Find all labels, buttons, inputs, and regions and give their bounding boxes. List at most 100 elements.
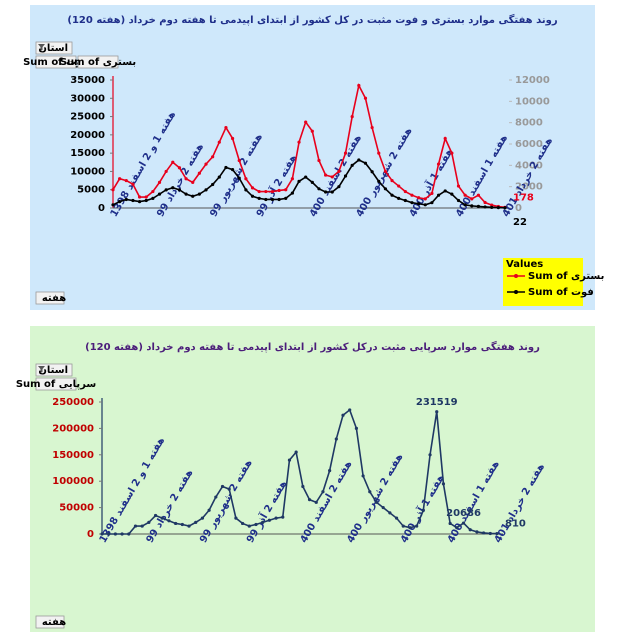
legend-box (503, 258, 583, 306)
point (107, 532, 111, 536)
point (390, 178, 394, 183)
point (301, 484, 305, 489)
axis-button[interactable] (35, 291, 65, 305)
value-button-label[interactable]: Sum of فوت (23, 57, 89, 68)
filter-button-label[interactable]: استان (38, 365, 68, 376)
point (177, 166, 182, 170)
point (277, 188, 281, 193)
point (330, 190, 334, 194)
point (224, 165, 228, 170)
point (257, 189, 261, 194)
point (290, 177, 294, 181)
point (421, 508, 425, 512)
point (133, 524, 138, 528)
axis-button[interactable] (35, 615, 65, 629)
point (337, 185, 341, 189)
point (337, 169, 341, 174)
value-button-label[interactable]: Sum of سرپایی (16, 379, 97, 390)
point (314, 500, 318, 504)
point (408, 526, 412, 530)
filter-button-label[interactable]: استان (38, 43, 68, 54)
point (191, 194, 195, 198)
point (377, 151, 381, 155)
point (100, 532, 104, 536)
y2-tick-label: 4000 (515, 160, 543, 171)
point (495, 531, 499, 536)
point (284, 188, 288, 192)
y2-tick-label: 10000 (515, 96, 550, 107)
point (456, 198, 461, 203)
point (374, 500, 379, 504)
data-label: 810 (505, 519, 526, 530)
point (111, 203, 115, 207)
point (164, 188, 168, 192)
point (140, 524, 144, 528)
point (317, 158, 321, 163)
point (171, 160, 175, 164)
filter-button[interactable] (35, 41, 73, 55)
chart-title: روند هفتگی موارد بستری و فوت مثبت در کل … (67, 13, 557, 26)
point (247, 524, 251, 528)
point (310, 180, 314, 184)
point (234, 516, 238, 520)
y-tick-label: 20000 (70, 130, 105, 141)
point (281, 515, 285, 519)
point (430, 191, 434, 195)
point (137, 195, 142, 199)
point (370, 170, 374, 174)
point (381, 506, 385, 510)
point (160, 516, 164, 520)
data-label: 178 (513, 192, 534, 203)
point (483, 200, 487, 205)
point (197, 192, 201, 196)
point (290, 191, 294, 195)
point (328, 469, 332, 473)
point (230, 168, 235, 172)
y-tick-label: 250000 (52, 397, 94, 408)
value-button-label[interactable]: Sum of بستری (60, 57, 136, 68)
point (415, 524, 419, 528)
point (436, 162, 441, 166)
point (124, 197, 128, 202)
point (113, 532, 117, 536)
point (127, 532, 131, 536)
y2-tick-label: 0 (515, 203, 522, 214)
value-button[interactable] (35, 377, 77, 391)
point (307, 498, 312, 502)
point (455, 526, 459, 530)
point (354, 426, 359, 430)
y-tick-label: 15000 (70, 148, 105, 159)
point (410, 201, 414, 205)
filter-button[interactable] (35, 363, 73, 377)
point (443, 189, 447, 193)
value-button[interactable] (35, 55, 77, 69)
y2-tick-label: 8000 (515, 118, 543, 129)
point (403, 189, 407, 194)
point (397, 196, 401, 200)
point (297, 179, 301, 183)
point (250, 186, 255, 190)
point (184, 177, 188, 181)
point (394, 516, 399, 520)
point (443, 136, 447, 141)
point (330, 175, 334, 179)
point (297, 140, 301, 144)
point (147, 520, 151, 524)
point (144, 195, 148, 199)
value-button[interactable] (77, 55, 119, 69)
point (461, 521, 466, 525)
legend-marker (514, 274, 518, 278)
point (118, 200, 122, 204)
axis-button-label[interactable]: هفته (42, 617, 66, 628)
axis-button-label[interactable]: هفته (42, 293, 66, 304)
point (450, 151, 454, 155)
y-tick-label: 30000 (70, 93, 105, 104)
point (124, 178, 128, 183)
point (220, 484, 225, 489)
point (174, 521, 178, 526)
point (270, 189, 275, 194)
point (237, 158, 241, 163)
point (483, 205, 487, 209)
point (321, 490, 325, 494)
legend-title: Values (506, 259, 543, 270)
